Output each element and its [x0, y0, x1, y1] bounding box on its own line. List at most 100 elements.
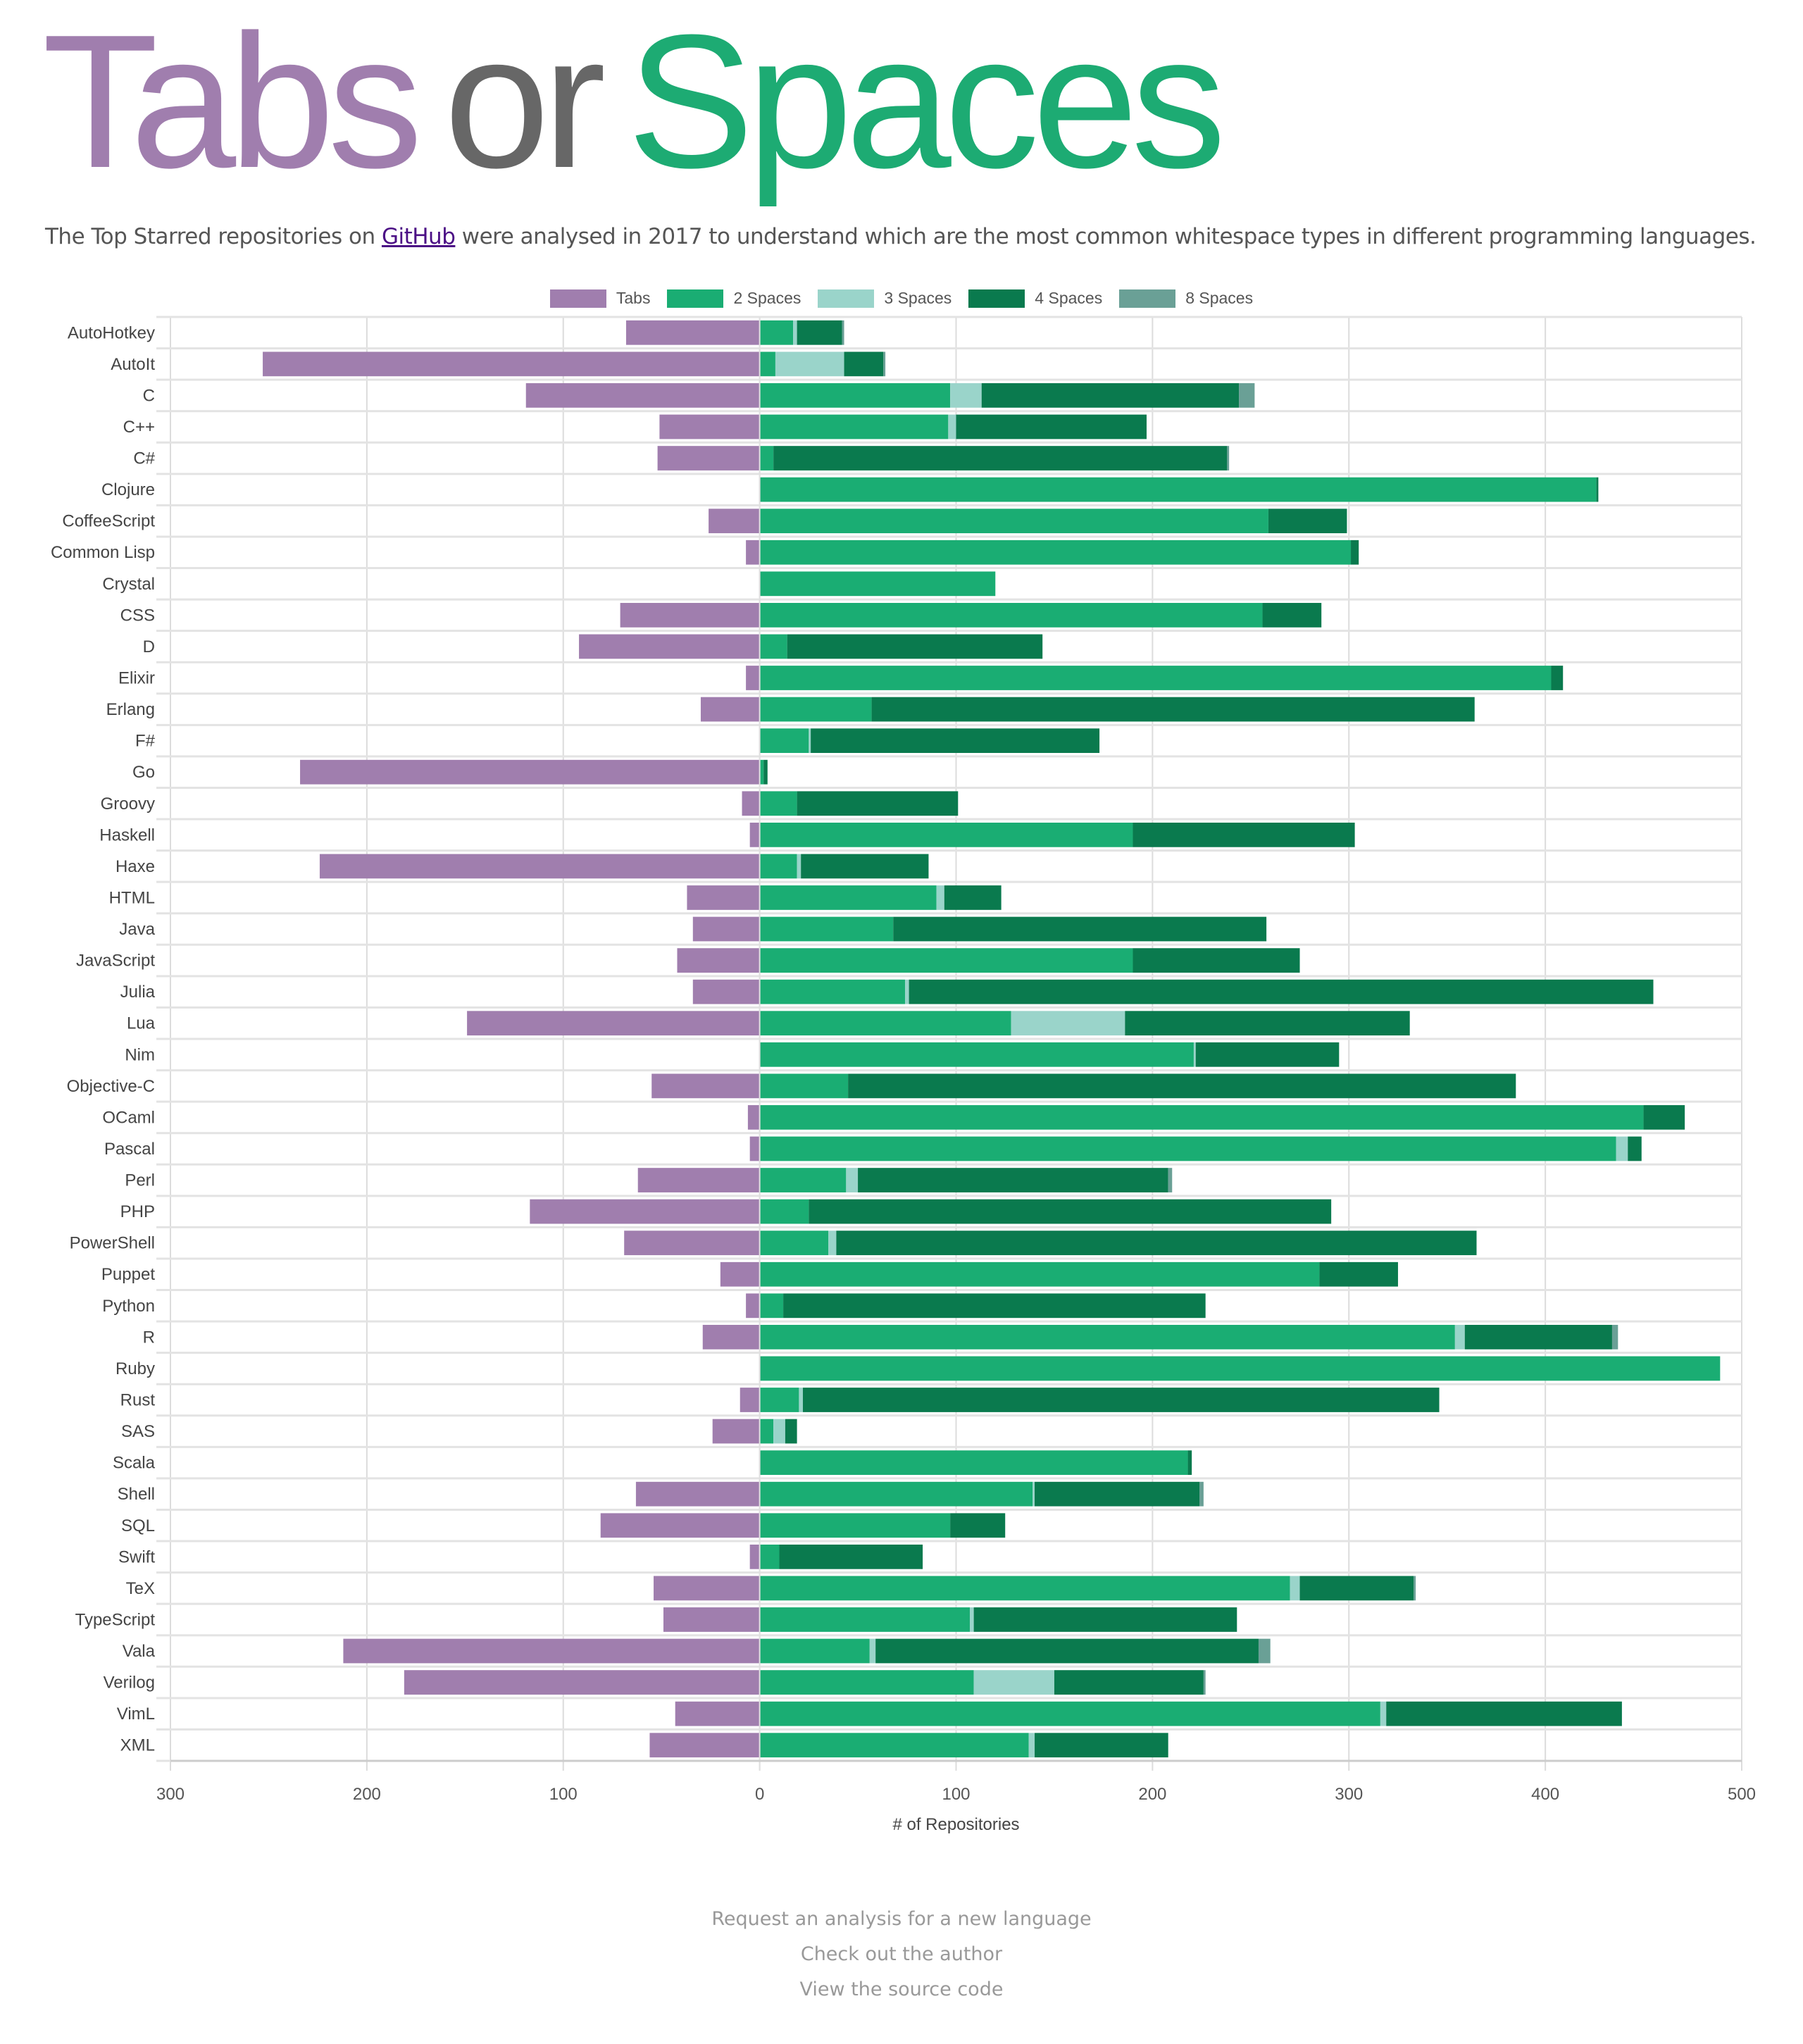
- bar-2-spaces: [759, 948, 1133, 973]
- bar-tabs: [709, 509, 760, 534]
- bar-tabs: [677, 948, 760, 973]
- bar-2-spaces: [759, 1073, 849, 1099]
- category-label: Verilog: [104, 1674, 155, 1693]
- bar-8-spaces: [883, 351, 886, 377]
- bar-4-spaces: [893, 916, 1267, 942]
- bar-3-spaces: [846, 1168, 859, 1192]
- category-label: Crystal: [102, 575, 155, 594]
- legend-swatch-4-spaces: [968, 289, 1025, 308]
- legend-item-tabs[interactable]: Tabs: [549, 289, 651, 308]
- bar-tabs: [654, 1576, 760, 1601]
- bar-3-spaces: [809, 728, 811, 754]
- bar-8-spaces: [1258, 1638, 1271, 1664]
- bar-tabs: [624, 1230, 760, 1256]
- bar-2-spaces: [759, 446, 774, 471]
- x-tick-label: 200: [353, 1785, 381, 1804]
- bar-4-spaces: [1195, 1042, 1340, 1067]
- bar-4-spaces: [909, 979, 1654, 1004]
- bar-2-spaces: [759, 1388, 799, 1412]
- legend-label-4-spaces: 4 Spaces: [1035, 289, 1103, 307]
- bar-2-spaces: [759, 351, 775, 377]
- bar-3-spaces: [904, 979, 909, 1004]
- bar-2-spaces: [759, 1638, 870, 1664]
- category-label: Swift: [118, 1547, 155, 1566]
- bar-tabs: [675, 1701, 760, 1726]
- category-label: Pascal: [104, 1140, 155, 1159]
- bar-3-spaces: [970, 1607, 974, 1632]
- bar-2-spaces: [759, 477, 1597, 502]
- category-label: Julia: [120, 983, 156, 1002]
- bar-tabs: [749, 1136, 760, 1161]
- bar-2-spaces: [759, 822, 1133, 847]
- footer: Request an analysis for a new language C…: [0, 1902, 1803, 2007]
- category-label: Python: [102, 1297, 155, 1316]
- bar-2-spaces: [759, 728, 809, 754]
- category-label: Common Lisp: [51, 543, 155, 562]
- bar-tabs: [263, 351, 760, 377]
- bar-3-spaces: [1454, 1324, 1465, 1350]
- bar-4-spaces: [1628, 1136, 1642, 1161]
- source-code-link[interactable]: View the source code: [799, 1978, 1004, 2000]
- bar-8-spaces: [1168, 1168, 1173, 1192]
- bar-4-spaces: [844, 351, 884, 377]
- bar-2-spaces: [759, 320, 794, 345]
- legend-item-3-spaces[interactable]: 3 Spaces: [818, 289, 952, 308]
- bar-tabs: [749, 1544, 760, 1569]
- request-analysis-link[interactable]: Request an analysis for a new language: [711, 1908, 1092, 1930]
- bar-4-spaces: [783, 1293, 1206, 1319]
- bar-2-spaces: [759, 1261, 1320, 1287]
- bar-2-spaces: [759, 1670, 974, 1695]
- bar-2-spaces: [759, 634, 787, 659]
- bar-4-spaces: [797, 791, 959, 816]
- x-tick-label: 0: [755, 1785, 764, 1804]
- title-or: or: [444, 0, 606, 208]
- bar-2-spaces: [759, 854, 797, 879]
- legend-label-3-spaces: 3 Spaces: [884, 289, 952, 307]
- subtitle-text-after: were analysed in 2017 to understand whic…: [455, 224, 1757, 249]
- legend-item-2-spaces[interactable]: 2 Spaces: [667, 289, 801, 308]
- bar-tabs: [620, 602, 760, 628]
- github-link[interactable]: GitHub: [381, 224, 456, 249]
- category-label: R: [143, 1328, 155, 1347]
- bar-tabs: [343, 1638, 760, 1664]
- bar-3-spaces: [1290, 1576, 1300, 1601]
- bar-2-spaces: [759, 509, 1268, 534]
- category-label: Objective-C: [67, 1077, 155, 1096]
- bar-2-spaces: [759, 1544, 780, 1569]
- bar-2-spaces: [759, 1230, 829, 1256]
- bar-8-spaces: [1227, 446, 1230, 471]
- bar-2-spaces: [759, 414, 949, 440]
- bar-2-spaces: [759, 885, 937, 910]
- category-label: Elixir: [118, 669, 155, 688]
- bar-3-spaces: [973, 1670, 1054, 1695]
- category-label: Nim: [125, 1045, 155, 1064]
- bar-2-spaces: [759, 791, 797, 816]
- bar-2-spaces: [759, 666, 1552, 690]
- bar-2-spaces: [759, 1481, 1033, 1507]
- bar-2-spaces: [759, 1607, 971, 1632]
- bar-3-spaces: [775, 351, 844, 377]
- bar-tabs: [720, 1261, 760, 1287]
- category-label: Rust: [120, 1391, 156, 1410]
- bar-tabs: [657, 446, 760, 471]
- bar-4-spaces: [1386, 1701, 1622, 1726]
- category-label: TeX: [126, 1579, 155, 1598]
- category-label: Clojure: [101, 480, 155, 499]
- legend-label-tabs: Tabs: [616, 289, 651, 307]
- bar-4-spaces: [875, 1638, 1259, 1664]
- legend-swatch-3-spaces: [818, 289, 875, 308]
- bar-2-spaces: [759, 1701, 1380, 1726]
- bar-4-spaces: [950, 1513, 1006, 1538]
- x-tick-label: 100: [549, 1785, 578, 1804]
- bar-3-spaces: [936, 885, 944, 910]
- bar-2-spaces: [759, 979, 905, 1004]
- category-label: Perl: [125, 1171, 155, 1190]
- legend-item-4-spaces[interactable]: 4 Spaces: [968, 289, 1102, 308]
- author-link[interactable]: Check out the author: [800, 1943, 1003, 1965]
- bar-8-spaces: [1611, 1324, 1618, 1350]
- bar-3-spaces: [1193, 1042, 1196, 1067]
- bar-2-spaces: [759, 1136, 1616, 1161]
- bar-4-spaces: [763, 759, 768, 785]
- bar-tabs: [404, 1670, 760, 1695]
- legend-item-8-spaces[interactable]: 8 Spaces: [1119, 289, 1253, 308]
